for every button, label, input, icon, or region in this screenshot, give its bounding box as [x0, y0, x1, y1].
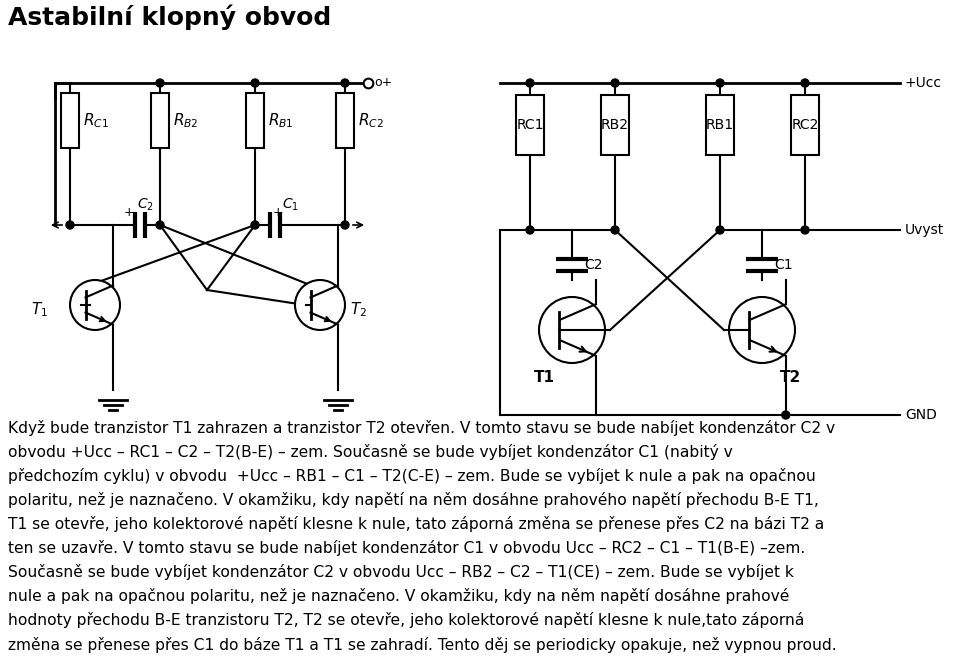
Text: +: + [124, 205, 134, 218]
Text: RC1: RC1 [516, 118, 543, 132]
Circle shape [729, 297, 795, 363]
Text: RB2: RB2 [601, 118, 629, 132]
Bar [151, 93, 169, 148]
Text: $R_{C2}$: $R_{C2}$ [358, 111, 384, 130]
Text: $T_1$: $T_1$ [31, 301, 48, 319]
Circle shape [156, 221, 164, 229]
Text: $R_{C1}$: $R_{C1}$ [83, 111, 108, 130]
Text: RC2: RC2 [791, 118, 819, 132]
Bar [516, 95, 544, 155]
Bar [61, 93, 79, 148]
Bar [791, 95, 819, 155]
Text: $C_1$: $C_1$ [282, 197, 299, 213]
Bar [706, 95, 734, 155]
Circle shape [611, 79, 619, 87]
Text: GND: GND [905, 408, 937, 422]
Circle shape [70, 280, 120, 330]
Text: o+: o+ [374, 76, 393, 90]
Circle shape [781, 411, 790, 419]
Text: $T_2$: $T_2$ [350, 301, 367, 319]
Bar [246, 93, 264, 148]
Text: C2: C2 [584, 258, 603, 272]
Circle shape [341, 79, 349, 87]
Text: T2: T2 [780, 371, 802, 386]
Circle shape [801, 79, 809, 87]
Circle shape [156, 79, 164, 87]
Text: Uvyst: Uvyst [905, 223, 945, 237]
Text: +Ucc: +Ucc [905, 76, 942, 90]
Circle shape [539, 297, 605, 363]
Bar [601, 95, 629, 155]
Circle shape [295, 280, 345, 330]
Circle shape [341, 221, 349, 229]
Circle shape [66, 221, 74, 229]
Circle shape [526, 79, 534, 87]
Bar [336, 93, 354, 148]
Circle shape [251, 79, 259, 87]
Text: Když bude tranzistor T1 zahrazen a tranzistor T2 otevřen. V tomto stavu se bude : Když bude tranzistor T1 zahrazen a tranz… [8, 420, 836, 653]
Text: RB1: RB1 [706, 118, 734, 132]
Text: $R_{B2}$: $R_{B2}$ [173, 111, 199, 130]
Circle shape [526, 226, 534, 234]
Text: $C_2$: $C_2$ [137, 197, 154, 213]
Circle shape [611, 226, 619, 234]
Circle shape [716, 226, 724, 234]
Text: Astabilní klopný obvod: Astabilní klopný obvod [8, 5, 331, 31]
Text: C1: C1 [774, 258, 793, 272]
Circle shape [716, 79, 724, 87]
Text: $R_{B1}$: $R_{B1}$ [268, 111, 294, 130]
Text: T1: T1 [534, 371, 555, 386]
Circle shape [801, 226, 809, 234]
Text: +: + [273, 205, 283, 218]
Circle shape [251, 221, 259, 229]
